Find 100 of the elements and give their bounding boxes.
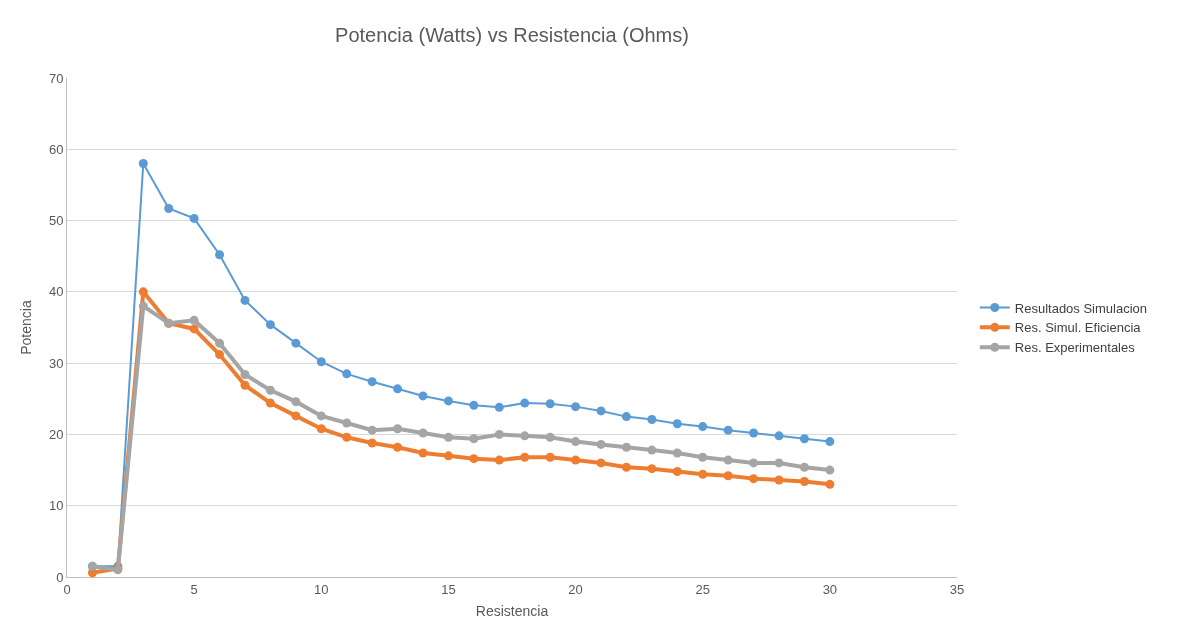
point [672,448,682,458]
point [291,411,301,421]
point [418,448,428,458]
point [189,315,199,325]
point [215,338,225,348]
point [799,476,809,486]
point [367,377,377,387]
point [215,250,225,260]
point [698,469,708,479]
point [393,424,403,434]
point [316,357,326,367]
point [240,370,250,380]
point [825,437,835,447]
point [443,451,453,461]
point [265,398,275,408]
y-tick-label: 40 [48,284,64,300]
point [265,385,275,395]
point [774,431,784,441]
point [418,391,428,401]
point [520,431,530,441]
chart-title: Potencia (Watts) vs Resistencia (Ohms) [335,24,689,47]
point [469,400,479,410]
point [494,429,504,439]
legend-label: Resultados Simulacion [1014,300,1148,316]
point [138,287,148,297]
point [494,455,504,465]
point [647,445,657,455]
point [545,452,555,462]
point [138,159,148,169]
point [647,414,657,424]
point [799,462,809,472]
x-tick-label: 20 [568,581,583,597]
point [291,397,301,407]
x-axis-title: Resistencia [475,602,549,619]
x-tick-label: 5 [190,581,198,597]
point [698,422,708,432]
x-tick-label: 35 [949,581,965,597]
point [545,432,555,442]
point [749,458,759,468]
x-tick-label: 15 [441,581,456,597]
y-tick-label: 70 [48,70,64,86]
point [723,425,733,435]
y-tick-label: 30 [48,355,64,371]
y-tick-label: 60 [48,141,64,157]
legend-label: Res. Simul. Eficiencia [1014,320,1142,336]
point [469,454,479,464]
point [596,406,606,416]
x-tick-label: 30 [822,581,838,597]
point [672,467,682,476]
point [393,442,403,452]
x-tick-label: 25 [695,581,710,597]
y-tick-label: 0 [56,569,64,585]
point [240,380,250,390]
point [749,474,759,484]
point [799,434,809,444]
point [774,475,784,485]
point [443,396,453,406]
point [621,462,631,472]
point [291,338,301,348]
point [749,428,759,438]
point [571,437,581,447]
point [367,425,377,435]
point [545,399,555,409]
point [342,418,352,428]
point [825,465,835,475]
point [189,324,199,334]
point [621,442,631,452]
point [138,301,148,311]
y-axis-title: Potencia [17,300,34,355]
point [393,384,403,394]
legend-label: Res. Experimentales [1014,340,1136,356]
point [265,320,275,330]
y-tick-label: 10 [48,498,64,514]
point [723,455,733,465]
y-tick-label: 20 [48,426,64,442]
point [520,452,530,462]
point [240,295,250,305]
point [164,203,174,213]
point [596,458,606,468]
point [647,464,657,474]
point [469,434,479,444]
y-tick-label: 50 [48,213,64,229]
point [672,419,682,429]
point [316,424,326,434]
point [342,432,352,442]
point [723,471,733,481]
point [443,432,453,442]
point [316,411,326,421]
point [774,458,784,468]
point [418,428,428,438]
point [698,452,708,462]
point [571,455,581,465]
point [189,213,199,223]
point [342,369,352,379]
point [520,398,530,408]
point [367,438,377,448]
x-tick-label: 10 [314,581,329,597]
point [571,402,581,412]
point [621,412,631,422]
point [494,402,504,412]
